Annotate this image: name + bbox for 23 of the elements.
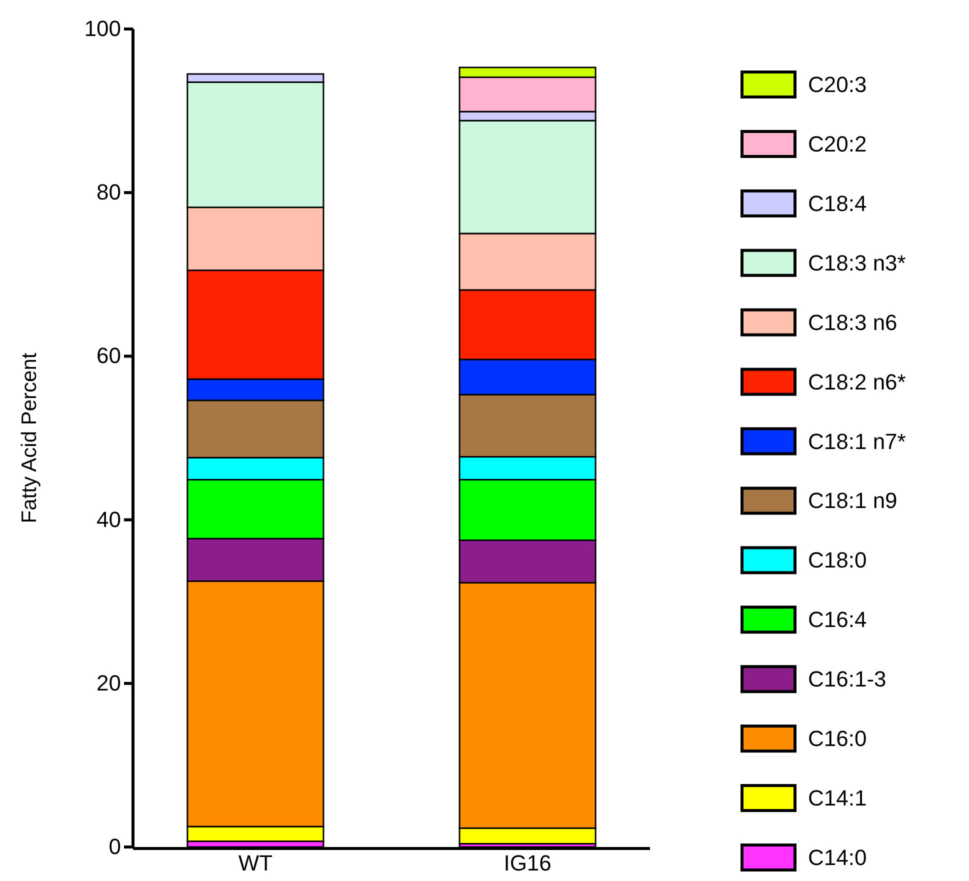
legend-label: C18:3 n3* — [808, 250, 906, 276]
x-tick-label: IG16 — [504, 850, 552, 876]
legend-label: C18:2 n6* — [808, 369, 906, 394]
legend-label: C18:0 — [808, 548, 867, 573]
legend-label: C16:1-3 — [808, 666, 886, 692]
y-tick-label: 0 — [108, 834, 121, 860]
y-axis-title: Fatty Acid Percent — [18, 352, 41, 524]
legend-label: C18:3 n6 — [808, 310, 898, 335]
legend-label: C14:0 — [808, 845, 867, 870]
legend-label: C20:3 — [808, 72, 867, 97]
legend-label: C14:1 — [808, 786, 867, 811]
x-tick-label: WT — [238, 850, 273, 876]
y-tick-label: 100 — [84, 16, 121, 42]
legend-label: C16:0 — [808, 726, 867, 752]
y-tick-label: 20 — [96, 670, 121, 696]
y-tick-label: 40 — [96, 506, 121, 532]
legend-label: C18:1 n9 — [808, 488, 898, 514]
legend-label: C16:4 — [808, 607, 867, 632]
legend-label: C18:4 — [808, 190, 867, 216]
legend-label: C20:2 — [808, 131, 867, 156]
legend-label: C18:1 n7* — [808, 428, 906, 454]
y-tick-label: 60 — [96, 343, 121, 368]
y-tick-label: 80 — [96, 180, 121, 205]
